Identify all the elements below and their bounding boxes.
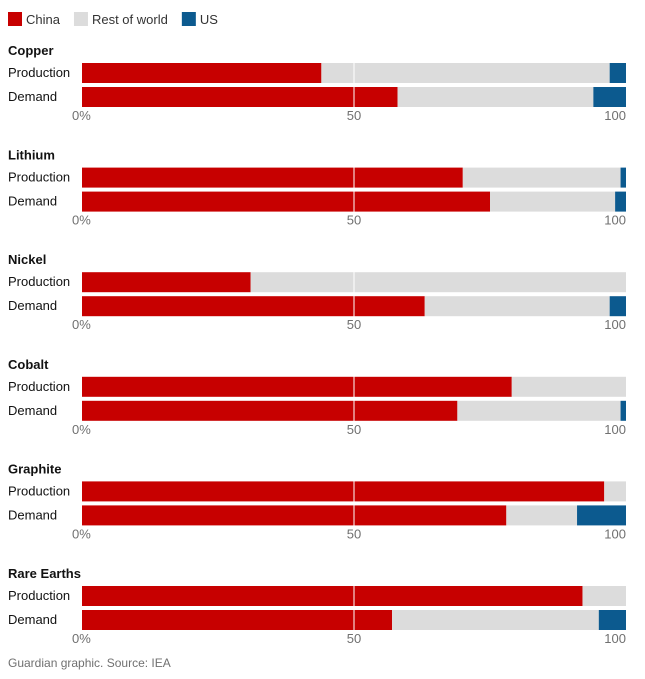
row-label-copper-demand: Demand: [8, 89, 57, 104]
panel-title-graphite: Graphite: [8, 461, 61, 476]
bar-cobalt-production-china: [82, 376, 512, 397]
panel-title-nickel: Nickel: [8, 252, 46, 267]
bar-graphite-production-rest-of-world: [604, 481, 626, 502]
row-label-cobalt-production: Production: [8, 379, 70, 394]
tick-label-lithium-0: 0%: [72, 213, 91, 228]
bar-lithium-demand-us: [615, 191, 626, 212]
panel-title-cobalt: Cobalt: [8, 357, 49, 372]
row-label-nickel-demand: Demand: [8, 298, 57, 313]
row-label-rare-earths-demand: Demand: [8, 612, 57, 627]
bar-copper-production-rest-of-world: [321, 63, 610, 83]
tick-label-graphite-100: 100: [604, 526, 626, 541]
legend-swatch-us: [181, 12, 196, 26]
legend-label-china: China: [26, 12, 61, 27]
tick-label-copper-50: 50: [347, 108, 361, 123]
bar-lithium-production-us: [620, 167, 626, 188]
bar-nickel-demand-china: [82, 296, 425, 317]
bar-lithium-production-china: [82, 167, 463, 188]
row-label-nickel-production: Production: [8, 274, 70, 289]
legend-swatch-rest-of-world: [73, 12, 88, 26]
bar-cobalt-demand-rest-of-world: [457, 400, 621, 421]
tick-label-cobalt-50: 50: [347, 422, 361, 437]
row-label-rare-earths-production: Production: [8, 588, 70, 603]
bar-rare-earths-production-rest-of-world: [582, 586, 626, 606]
tick-label-graphite-0: 0%: [72, 526, 91, 541]
source-note: Guardian graphic. Source: IEA: [8, 656, 171, 670]
bar-cobalt-demand-china: [82, 400, 458, 421]
tick-label-rare-earths-50: 50: [347, 631, 361, 646]
bar-copper-production-china: [82, 63, 322, 83]
bar-copper-demand-rest-of-world: [397, 87, 594, 107]
panel-title-lithium: Lithium: [8, 148, 55, 163]
tick-label-nickel-100: 100: [604, 317, 626, 332]
tick-label-cobalt-0: 0%: [72, 422, 91, 437]
bar-cobalt-production-rest-of-world: [511, 376, 626, 397]
tick-label-nickel-50: 50: [347, 317, 361, 332]
row-label-graphite-production: Production: [8, 483, 70, 498]
tick-label-rare-earths-100: 100: [604, 631, 626, 646]
panel-title-rare-earths: Rare Earths: [8, 566, 81, 581]
row-label-graphite-demand: Demand: [8, 507, 57, 522]
bar-rare-earths-demand-rest-of-world: [392, 610, 599, 630]
legend-label-us: US: [200, 12, 218, 27]
tick-label-copper-100: 100: [604, 108, 626, 123]
legend-swatch-china: [8, 12, 22, 26]
bar-copper-demand-us: [593, 87, 626, 107]
tick-label-cobalt-100: 100: [604, 422, 626, 437]
panel-title-copper: Copper: [8, 43, 54, 58]
bar-nickel-demand-us: [609, 296, 626, 317]
tick-label-lithium-50: 50: [347, 213, 361, 228]
bar-copper-demand-china: [82, 87, 398, 107]
row-label-lithium-demand: Demand: [8, 194, 57, 209]
tick-label-copper-0: 0%: [72, 108, 91, 123]
bar-rare-earths-demand-china: [82, 610, 393, 630]
bar-graphite-production-china: [82, 481, 605, 502]
tick-label-lithium-100: 100: [604, 213, 626, 228]
bar-lithium-demand-rest-of-world: [490, 191, 616, 212]
bar-graphite-demand-rest-of-world: [506, 505, 578, 526]
legend-label-rest-of-world: Rest of world: [92, 12, 168, 27]
tick-label-nickel-0: 0%: [72, 317, 91, 332]
bar-nickel-demand-rest-of-world: [424, 296, 610, 317]
row-label-cobalt-demand: Demand: [8, 403, 57, 418]
bar-graphite-demand-china: [82, 505, 507, 526]
tick-label-graphite-50: 50: [347, 526, 361, 541]
bar-nickel-production-rest-of-world: [250, 272, 626, 293]
row-label-lithium-production: Production: [8, 170, 70, 185]
bar-rare-earths-demand-us: [598, 610, 626, 630]
bar-graphite-demand-us: [577, 505, 626, 526]
bar-lithium-production-rest-of-world: [462, 167, 621, 188]
bar-cobalt-demand-us: [620, 400, 626, 421]
tick-label-rare-earths-0: 0%: [72, 631, 91, 646]
bar-copper-production-us: [609, 63, 626, 83]
bar-rare-earths-production-china: [82, 586, 583, 606]
bar-lithium-demand-china: [82, 191, 490, 212]
bar-nickel-production-china: [82, 272, 251, 293]
row-label-copper-production: Production: [8, 65, 70, 80]
